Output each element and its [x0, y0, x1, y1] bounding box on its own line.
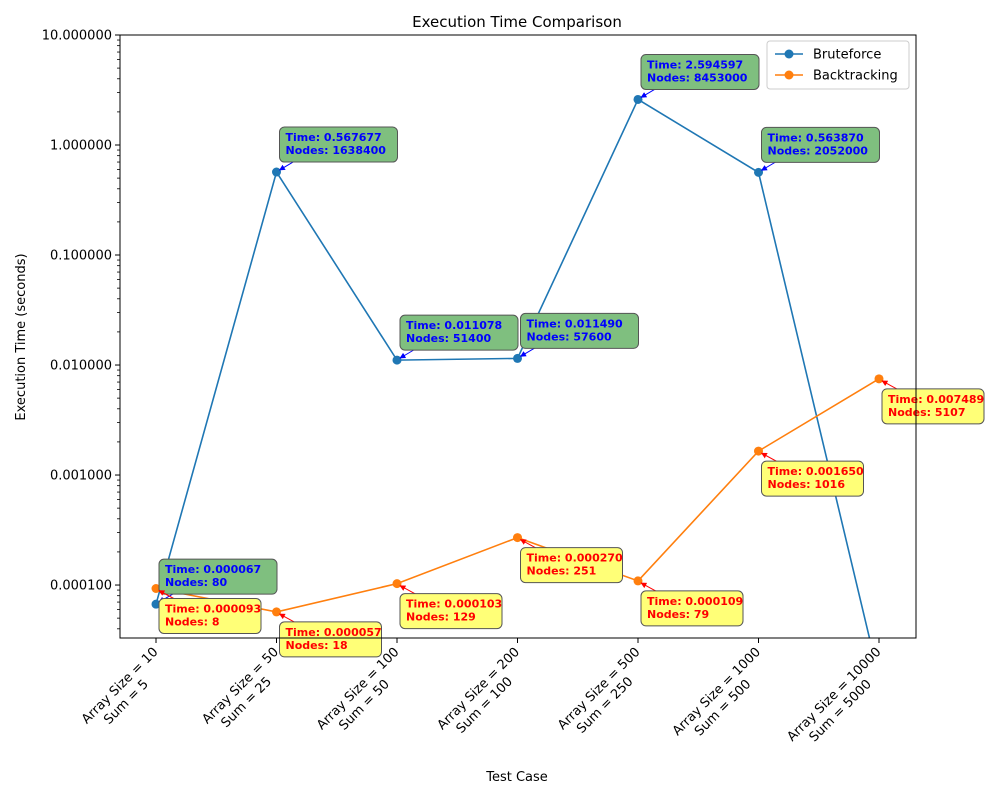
- legend-marker: [784, 70, 794, 80]
- x-tick-label-line1: Array Size = 10000: [784, 645, 884, 745]
- y-axis-title: Execution Time (seconds): [14, 253, 29, 420]
- backtracking-point: [874, 374, 884, 384]
- bruteforce-point: [513, 353, 522, 363]
- backtracking-annotation-nodes: Nodes: 129: [406, 611, 476, 624]
- legend: Bruteforce Backtracking: [766, 40, 910, 90]
- backtracking-annotation-box: [761, 460, 864, 497]
- backtracking-annotation-time: Time: 0.000270: [527, 552, 624, 565]
- backtracking-annotation-nodes: Nodes: 251: [527, 565, 597, 578]
- backtracking-annotation-nodes: Nodes: 18: [286, 639, 348, 652]
- legend-marker: [784, 49, 794, 59]
- legend-entry-backtracking: Backtracking: [775, 69, 898, 84]
- backtracking-series: [151, 374, 884, 617]
- backtracking-annotation-box: [279, 621, 382, 658]
- y-tick-label: 0.001000: [50, 469, 112, 484]
- backtracking-point: [754, 446, 763, 456]
- backtracking-point: [513, 533, 522, 543]
- legend-entry-bruteforce: Bruteforce: [775, 48, 881, 63]
- bruteforce-annotation-nodes: Nodes: 8453000: [647, 71, 748, 84]
- chart-title: Execution Time Comparison: [412, 13, 622, 31]
- y-tick-label: 0.000100: [50, 579, 112, 594]
- bruteforce-point: [272, 167, 281, 177]
- backtracking-annotation-nodes: Nodes: 5107: [888, 406, 966, 419]
- backtracking-annotation-time: Time: 0.000109: [647, 595, 743, 608]
- bruteforce-point: [151, 599, 161, 609]
- backtracking-annotation-time: Time: 0.000103: [406, 598, 502, 611]
- bruteforce-annotation-time: Time: 0.563870: [768, 131, 865, 144]
- backtracking-annotation-box: [881, 388, 985, 425]
- bruteforce-annotation-nodes: Nodes: 1638400: [286, 144, 387, 157]
- backtracking-annotation-box: [399, 593, 503, 630]
- bruteforce-annotation-box: [399, 314, 519, 351]
- legend-box: [766, 40, 910, 90]
- bruteforce-series: [151, 94, 871, 638]
- backtracking-annotation-time: Time: 0.001650: [768, 465, 865, 478]
- x-axis-title: Test Case: [485, 770, 548, 785]
- legend-label: Bruteforce: [813, 48, 881, 63]
- y-tick-label: 1.000000: [50, 139, 112, 154]
- backtracking-point: [151, 584, 161, 594]
- backtracking-point: [633, 576, 643, 586]
- bruteforce-annotation-time: Time: 0.011490: [527, 317, 624, 330]
- backtracking-point: [392, 579, 402, 589]
- bruteforce-annotation-box: [520, 312, 639, 349]
- y-tick-label: 0.100000: [50, 249, 112, 264]
- bruteforce-annotation-time: Time: 0.000067: [165, 563, 261, 576]
- backtracking-annotation-time: Time: 0.000057: [286, 626, 382, 639]
- y-tick-label: 10.000000: [42, 29, 112, 44]
- bruteforce-annotation-time: Time: 2.594597: [647, 58, 743, 71]
- bruteforce-annotation-box: [761, 126, 880, 163]
- bruteforce-annotation-nodes: Nodes: 57600: [527, 330, 612, 343]
- bruteforce-annotation-box: [640, 53, 760, 90]
- bruteforce-point: [633, 94, 643, 104]
- bruteforce-annotation-box: [279, 126, 398, 163]
- backtracking-annotation-time: Time: 0.007489: [888, 393, 984, 406]
- backtracking-annotation-box: [158, 598, 262, 635]
- bruteforce-point: [392, 355, 402, 365]
- plot-area: [151, 94, 884, 638]
- bruteforce-annotation-time: Time: 0.567677: [286, 131, 382, 144]
- bruteforce-annotation-box: [158, 558, 278, 595]
- backtracking-annotation-nodes: Nodes: 8: [165, 616, 220, 629]
- backtracking-annotation-nodes: Nodes: 1016: [768, 478, 846, 491]
- bruteforce-annotation-nodes: Nodes: 80: [165, 576, 228, 589]
- backtracking-annotation-box: [640, 590, 744, 627]
- backtracking-point: [272, 607, 281, 617]
- backtracking-annotation-time: Time: 0.000093: [165, 603, 261, 616]
- backtracking-annotation-nodes: Nodes: 79: [647, 608, 709, 621]
- bruteforce-annotation-time: Time: 0.011078: [406, 319, 502, 332]
- bruteforce-point: [754, 167, 763, 177]
- bruteforce-annotation-nodes: Nodes: 2052000: [768, 144, 869, 157]
- y-tick-label: 0.010000: [50, 359, 112, 374]
- legend-label: Backtracking: [813, 69, 898, 84]
- bruteforce-annotation-nodes: Nodes: 51400: [406, 332, 491, 345]
- backtracking-annotation-box: [520, 547, 623, 584]
